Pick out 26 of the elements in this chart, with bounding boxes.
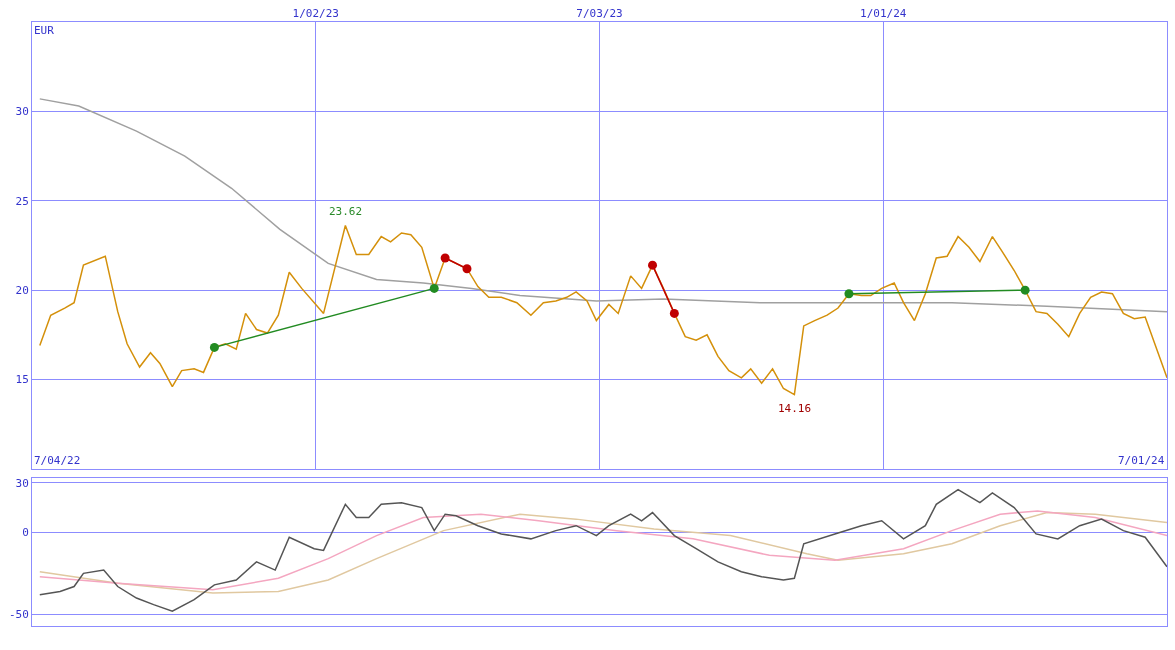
point — [1020, 285, 1030, 295]
y-tick-label: -50 — [8, 608, 29, 622]
x-tick-label: 1/01/24 — [860, 6, 907, 20]
y-tick-label: 0 — [22, 526, 29, 540]
y-tick-label: 30 — [15, 105, 29, 119]
y-tick-label: 25 — [15, 194, 29, 208]
point — [429, 283, 439, 293]
y-tick-label: 15 — [15, 373, 29, 387]
point — [209, 342, 219, 352]
line-series — [39, 98, 1167, 313]
y-tick-label: 20 — [15, 284, 29, 298]
annotation: 7/04/22 — [34, 454, 81, 467]
annotation: 14.16 — [778, 402, 812, 415]
annotation: 23.62 — [329, 205, 363, 218]
point — [462, 264, 472, 274]
annotation: 7/01/24 — [1118, 454, 1165, 467]
line-series — [39, 224, 1167, 396]
y-tick-label: 30 — [15, 476, 29, 490]
point — [669, 308, 679, 318]
line-series — [39, 488, 1167, 612]
x-tick-label: 7/03/23 — [576, 6, 623, 20]
point — [440, 253, 450, 263]
x-tick-label: 1/02/23 — [292, 6, 339, 20]
y-axis-title: EUR — [34, 24, 55, 37]
point — [844, 289, 854, 299]
point — [648, 260, 658, 270]
